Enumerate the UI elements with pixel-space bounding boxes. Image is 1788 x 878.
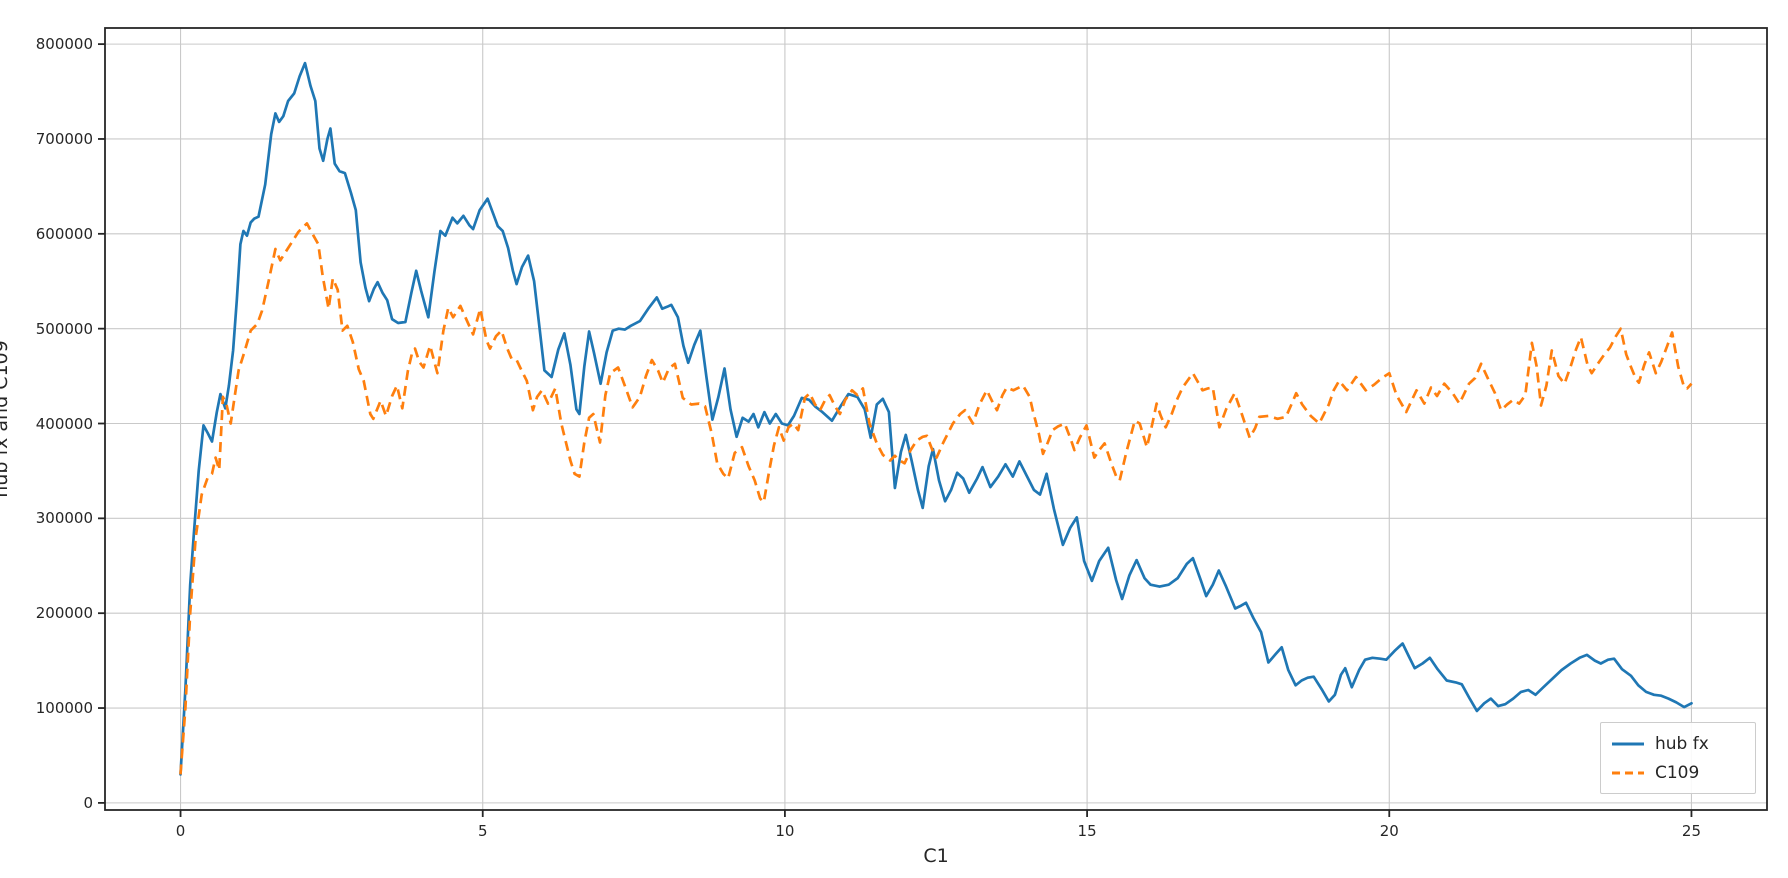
x-tick-label: 0 xyxy=(175,822,186,840)
series-line-c109 xyxy=(179,222,1693,775)
y-tick-label: 400000 xyxy=(35,414,93,433)
x-tick-label: 25 xyxy=(1681,822,1701,840)
y-tick-label: 0 xyxy=(83,793,93,812)
y-tick-label: 800000 xyxy=(35,35,93,54)
legend-c109-line-icon xyxy=(1612,771,1644,774)
series-line-hub-fx xyxy=(179,61,1693,776)
legend-item-hub-fx: hub fx xyxy=(1611,731,1745,757)
legend-hub-fx-line-icon xyxy=(1612,742,1644,745)
x-tick-label: 5 xyxy=(477,822,488,840)
y-tick-label: 600000 xyxy=(35,224,93,243)
y-tick-label: 200000 xyxy=(35,604,93,623)
x-tick-label: 15 xyxy=(1077,822,1097,840)
y-tick-label: 700000 xyxy=(35,129,93,148)
x-tick-label: 20 xyxy=(1379,822,1399,840)
legend-label-hub-fx: hub fx xyxy=(1655,733,1709,754)
legend: hub fx C109 xyxy=(1600,722,1756,794)
axes-spines xyxy=(104,27,1768,811)
legend-item-c109: C109 xyxy=(1611,760,1745,786)
y-tick-label: 100000 xyxy=(35,699,93,718)
y-tick-label: 500000 xyxy=(35,319,93,338)
legend-label-c109: C109 xyxy=(1655,762,1700,783)
x-axis-label: C1 xyxy=(923,845,949,867)
y-axis-label: hub fx and C109 xyxy=(0,340,12,498)
y-tick-label: 300000 xyxy=(35,509,93,528)
x-tick-label: 10 xyxy=(775,822,795,840)
